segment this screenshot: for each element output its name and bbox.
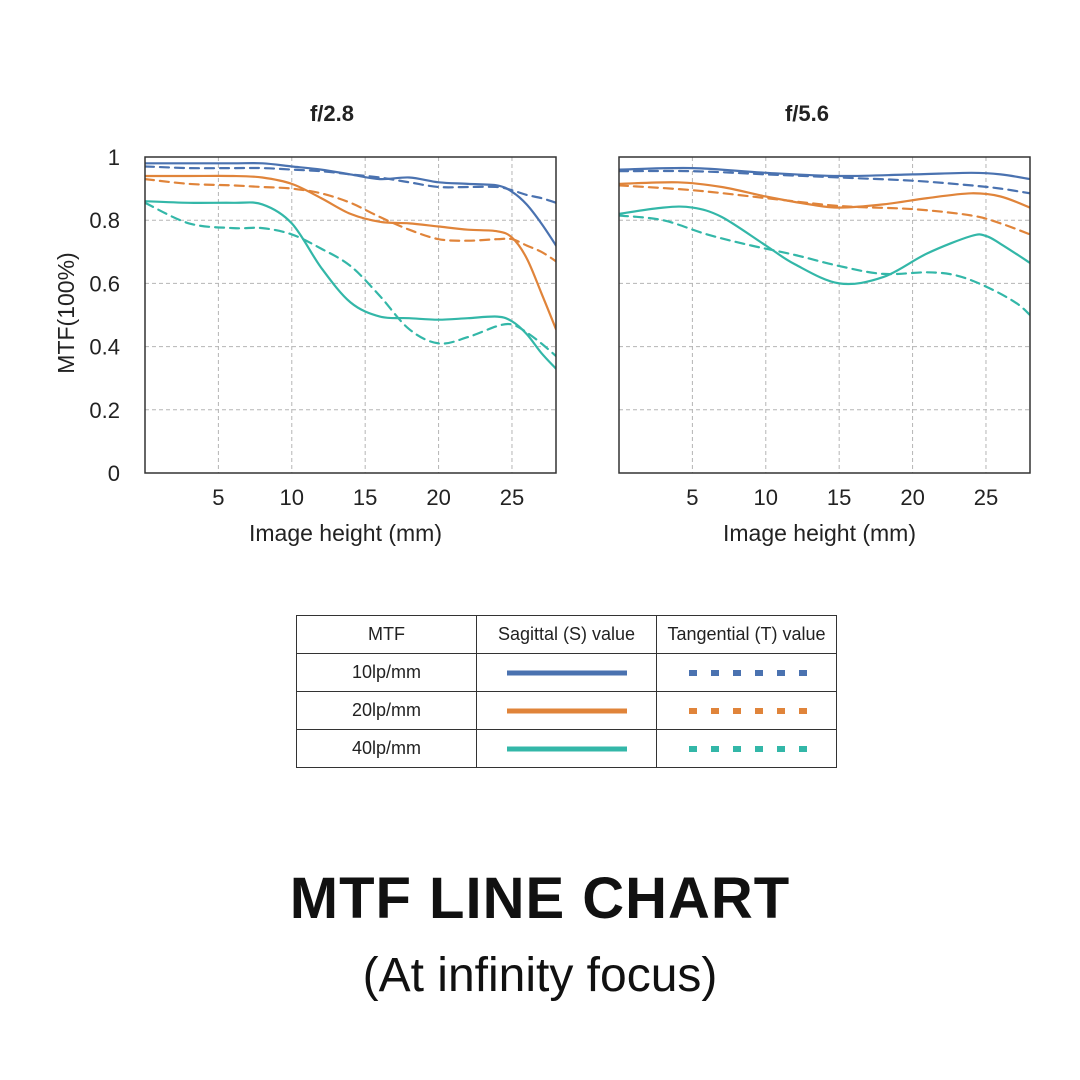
x-tick-label: 20: [426, 485, 450, 510]
legend-label-10lp: 10lp/mm: [296, 653, 477, 692]
series-line-10lp-sagittal: [145, 161, 556, 247]
series-line-20lp-tangential: [619, 184, 1030, 236]
x-tick-label: 25: [974, 485, 998, 510]
legend-header-tangential: Tangential (T) value: [656, 615, 837, 654]
y-tick-label: 0.4: [89, 335, 120, 360]
y-tick-label: 1: [108, 145, 120, 170]
page-title: MTF LINE CHART: [289, 866, 791, 931]
legend-header-mtf: MTF: [296, 615, 477, 654]
legend-table: MTF Sagittal (S) value Tangential (T) va…: [296, 615, 837, 768]
x-tick-label: 25: [500, 485, 524, 510]
y-axis-label: MTF(100%): [53, 252, 79, 373]
legend-header-sagittal: Sagittal (S) value: [476, 615, 657, 654]
chart-panel-1: f/2.8 5 10 15 20 25 0 0.2 0.4 0.6 0.8 1 Image height…: [53, 101, 557, 546]
legend-header-row: MTF Sagittal (S) value Tangential (T) va…: [296, 615, 837, 654]
legend-label-20lp: 20lp/mm: [296, 691, 477, 730]
legend-swatch-20lp-tangential: [688, 707, 807, 714]
y-tick-label: 0.8: [89, 208, 120, 233]
x-tick-label: 5: [212, 485, 224, 510]
series-line-20lp-tangential: [145, 178, 556, 263]
plot-frame: [144, 156, 557, 474]
legend-row-40lp: 40lp/mm: [296, 729, 837, 768]
series-line-40lp-tangential: [619, 214, 1030, 317]
chart-title: f/2.8: [310, 101, 354, 126]
series-line-40lp-tangential: [145, 201, 556, 358]
x-tick-label: 10: [280, 485, 304, 510]
legend-row-10lp: 10lp/mm: [296, 653, 837, 692]
page-subtitle: (At infinity focus): [362, 949, 718, 1002]
series-line-10lp-sagittal: [619, 166, 1030, 181]
legend-swatch-10lp-sagittal: [506, 670, 627, 675]
chart-panel-2: f/5.6 5 10 15 20 25 Image height (mm): [618, 101, 1031, 546]
series-line-20lp-sagittal: [145, 174, 556, 331]
chart-title: f/5.6: [785, 101, 829, 126]
legend-row-20lp: 20lp/mm: [296, 691, 837, 730]
legend-swatch-40lp-sagittal: [506, 746, 627, 751]
y-tick-label: 0.2: [89, 398, 120, 423]
series-line-10lp-tangential: [145, 165, 556, 204]
x-tick-label: 5: [686, 485, 698, 510]
x-tick-label: 20: [900, 485, 924, 510]
x-axis-label: Image height (mm): [249, 520, 442, 546]
legend-swatch-20lp-sagittal: [506, 708, 627, 713]
y-tick-label: 0: [108, 461, 120, 486]
x-tick-label: 10: [754, 485, 778, 510]
y-tick-label: 0.6: [89, 271, 120, 296]
x-tick-label: 15: [827, 485, 851, 510]
series-line-20lp-sagittal: [619, 181, 1030, 209]
legend-label-40lp: 40lp/mm: [296, 729, 477, 768]
plot-frame: [618, 156, 1031, 474]
series-line-10lp-tangential: [619, 169, 1030, 195]
x-axis-label: Image height (mm): [723, 520, 916, 546]
legend-swatch-40lp-tangential: [688, 745, 807, 752]
legend-swatch-10lp-tangential: [688, 669, 807, 676]
mtf-charts: f/2.8 5 10 15 20 25 0 0.2 0.4 0.6 0.8 1 Image height…: [53, 101, 1031, 546]
x-tick-label: 15: [353, 485, 377, 510]
series-line-40lp-sagittal: [619, 205, 1030, 286]
